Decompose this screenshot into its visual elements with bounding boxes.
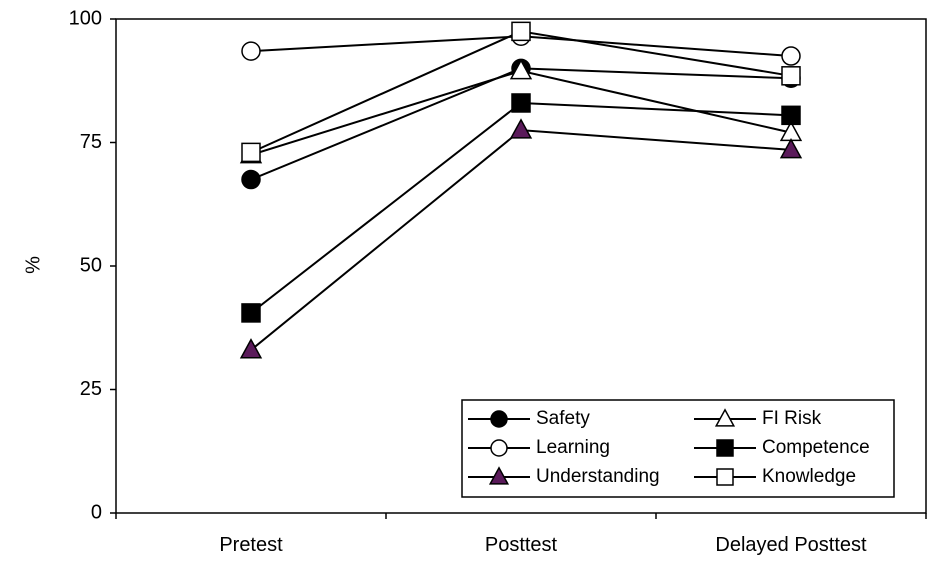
data-point	[509, 118, 533, 139]
legend: Safety FI Risk Learning Competence Understan…	[461, 399, 895, 498]
series-group	[239, 21, 803, 359]
data-point	[509, 58, 533, 80]
x-tick-label: Pretest	[219, 534, 283, 556]
legend-marker	[716, 468, 734, 486]
legend-label: FI Risk	[762, 408, 822, 429]
series-markers	[241, 93, 801, 323]
y-tick-label: 0	[91, 501, 102, 523]
legend-label: Learning	[536, 437, 610, 458]
data-point	[781, 105, 801, 126]
y-tick-label: 25	[80, 378, 102, 400]
legend-item: Learning	[468, 437, 610, 458]
y-axis-title: %	[22, 256, 44, 274]
y-tick-label: 50	[80, 254, 102, 276]
legend-item: Safety	[468, 408, 590, 429]
data-point	[511, 93, 531, 113]
legend-box	[461, 399, 895, 498]
x-tick-label: Posttest	[485, 534, 558, 556]
x-tick-labels: Pretest Posttest Delayed Posttest	[219, 534, 867, 556]
data-point	[241, 142, 261, 163]
legend-item: FI Risk	[694, 408, 822, 429]
data-point	[781, 66, 801, 86]
legend-label: Competence	[762, 437, 870, 458]
legend-label: Understanding	[536, 466, 660, 487]
axes	[110, 18, 927, 519]
series-markers	[241, 21, 801, 163]
y-tick-label: 100	[69, 7, 102, 29]
x-tick-label: Delayed Posttest	[715, 534, 867, 556]
series-fi-risk	[250, 69, 792, 156]
series-line	[250, 69, 792, 156]
data-point	[241, 169, 261, 190]
series-markers	[239, 118, 803, 359]
legend-item: Competence	[694, 437, 870, 458]
data-point	[511, 21, 531, 42]
legend-marker	[490, 410, 508, 428]
legend-marker	[490, 439, 508, 457]
data-point	[779, 137, 803, 159]
y-tick-labels: 0 25 50 75 100	[69, 7, 102, 523]
legend-item: Understanding	[468, 466, 660, 487]
data-point	[781, 46, 801, 66]
legend-marker	[714, 408, 736, 427]
legend-label: Knowledge	[762, 466, 856, 487]
legend-marker	[716, 439, 734, 457]
data-point	[239, 338, 263, 359]
legend-marker	[488, 466, 510, 485]
data-point	[241, 41, 261, 61]
series-understanding	[250, 129, 792, 351]
series-line	[250, 129, 792, 351]
y-tick-label: 75	[80, 131, 102, 153]
data-point	[241, 303, 261, 323]
legend-item: Knowledge	[694, 466, 856, 487]
legend-label: Safety	[536, 408, 590, 429]
